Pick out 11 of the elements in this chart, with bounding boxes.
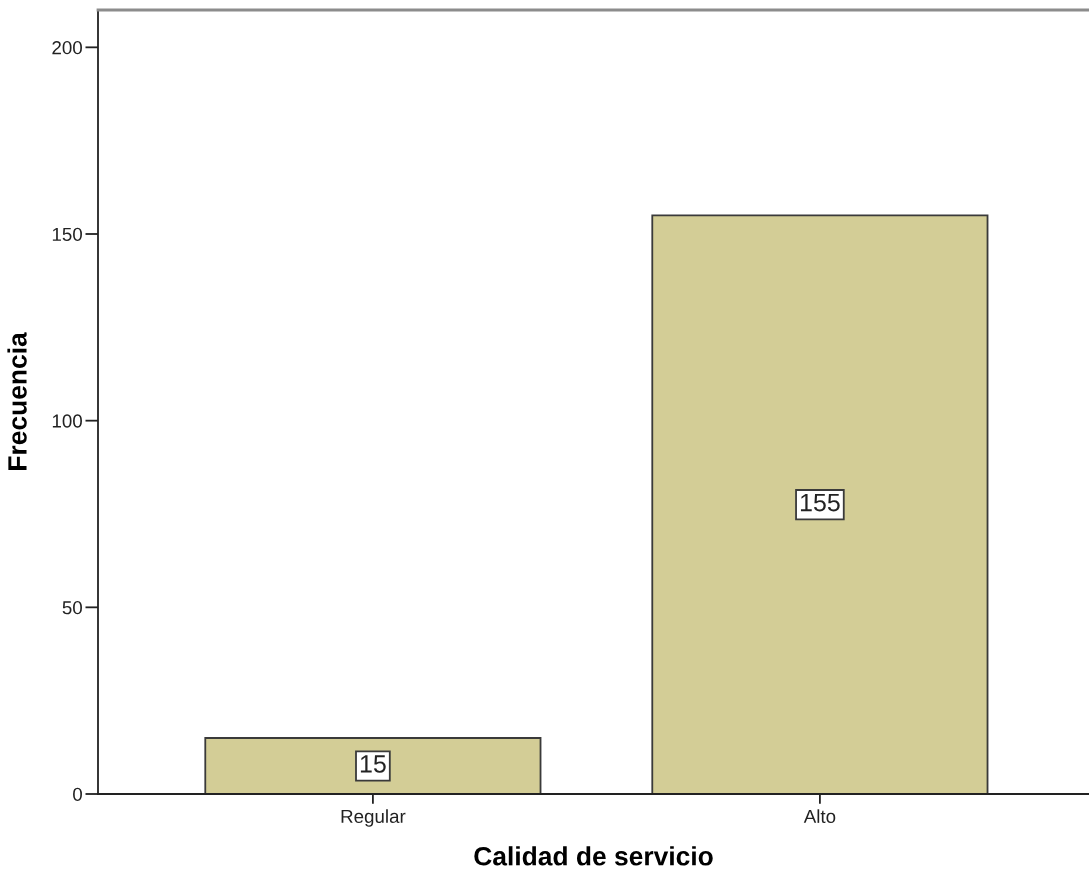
x-axis-title: Calidad de servicio bbox=[474, 846, 713, 866]
y-tick-label: 100 bbox=[52, 414, 82, 428]
data-label: 155 bbox=[800, 493, 840, 512]
x-tick-label: Regular bbox=[341, 809, 406, 827]
x-tick-label: Alto bbox=[803, 809, 836, 824]
y-tick-label: 0 bbox=[73, 787, 82, 801]
y-axis-title: Frecuencia bbox=[7, 332, 27, 470]
data-label: 15 bbox=[360, 755, 386, 773]
y-tick-label: 50 bbox=[62, 601, 82, 615]
y-tick-label: 200 bbox=[52, 41, 82, 55]
y-tick-label: 150 bbox=[52, 227, 82, 241]
